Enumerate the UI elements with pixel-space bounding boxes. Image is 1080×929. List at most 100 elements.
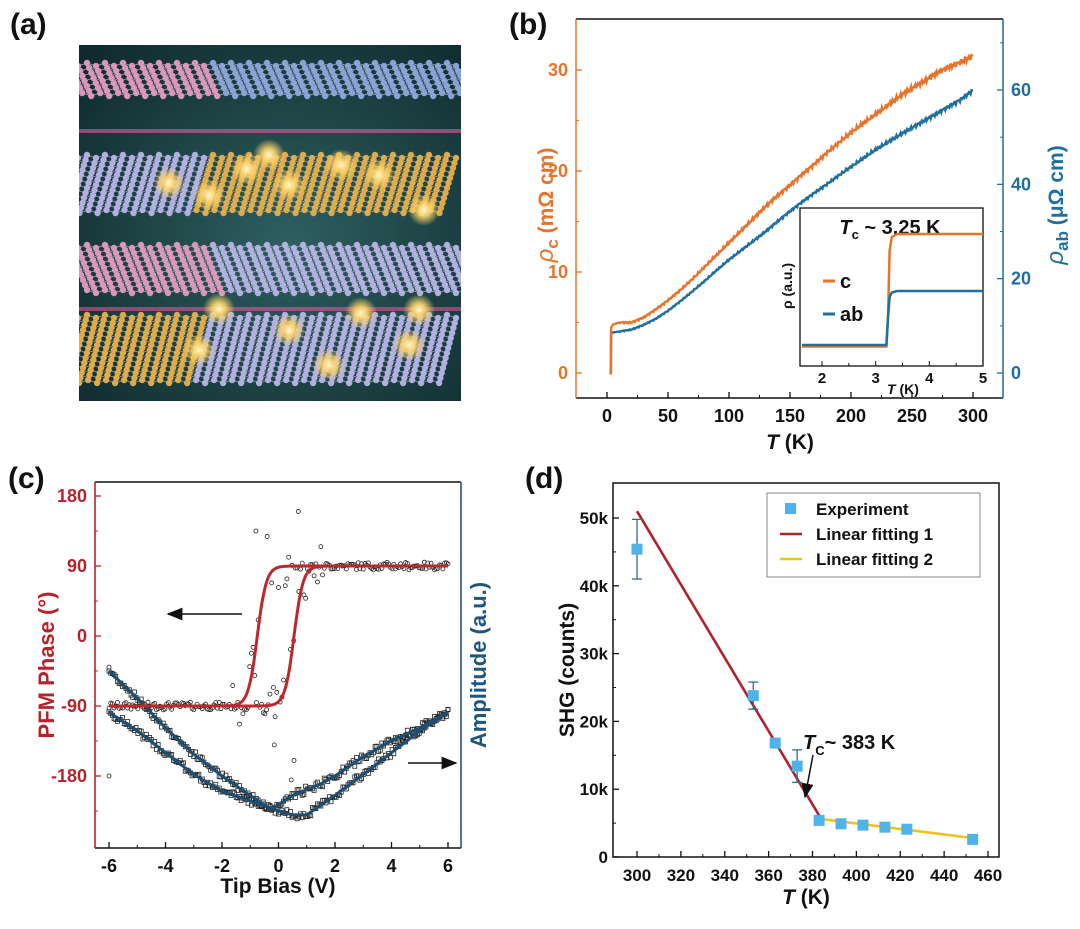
atom [103,179,110,187]
atom [409,87,417,95]
atom [79,154,82,162]
atom [364,84,372,92]
inset-x-label: T (K) [887,381,919,397]
phase-point [269,580,275,586]
atom [119,82,126,90]
atom [388,156,395,164]
atom [446,174,454,182]
atom [115,89,122,97]
atom [121,87,129,95]
y-tick-label: 90 [67,556,87,576]
atom [412,92,419,100]
atom [191,59,199,67]
atom [79,80,81,86]
atom [115,72,122,80]
atom [131,67,138,75]
atom [241,72,248,80]
atom [344,181,352,189]
y-tick-label: 50k [580,509,609,528]
atom [404,161,412,169]
atom [133,166,140,174]
atom [202,84,210,92]
atom [221,171,229,179]
phase-point [320,572,325,578]
atom [245,59,253,67]
atom [184,84,192,92]
atom [221,67,228,75]
sub: c [543,239,562,248]
atom [425,151,433,159]
atom [190,156,197,164]
atom [416,154,424,162]
atom [337,87,345,95]
atom [79,176,83,184]
atom [209,151,217,159]
atom [432,74,439,82]
atom [88,69,95,77]
chart-d: 300 320 340 360 380 400 420 440 460 0 10k 20k 30k 40k… [556,482,1002,909]
atom [292,84,300,92]
atom [407,184,415,192]
atom [340,69,347,77]
atom [290,79,297,87]
atom [97,89,104,97]
atom [349,72,356,80]
phase-point [315,579,320,585]
atom [412,169,419,177]
atom [113,67,120,75]
atom [422,161,430,169]
atom [298,156,305,164]
atom [353,184,361,192]
atom [320,174,328,182]
atom [198,74,205,82]
atom [218,154,226,162]
atom [125,164,133,172]
atom [155,82,162,90]
atom [110,79,117,87]
legend-label: Linear fitting 1 [816,525,933,544]
phase-point [311,573,317,579]
atom [445,87,453,95]
atom [297,77,304,85]
atom [310,84,318,92]
atom [238,84,246,92]
atom [203,67,210,75]
atom [358,92,365,100]
atom [284,64,291,72]
atom [236,79,243,87]
atom [191,151,199,159]
atom [86,174,94,182]
atom [398,79,405,87]
inset-y-label: ρ (a.u.) [779,263,795,309]
atom [304,92,311,100]
atom [109,159,116,167]
atom [362,154,370,162]
atom [286,92,293,100]
experiment-point [631,543,643,555]
atom [90,74,97,82]
atom [160,69,167,77]
atom [155,59,163,67]
atom [227,151,235,159]
rho: ρ [532,248,559,263]
atom [288,74,295,82]
chart-c-left-label: PFM Phase (°) [34,592,59,739]
atom [146,154,154,162]
atom [316,156,323,164]
atom [437,171,445,179]
experiment-point [901,823,913,835]
atom [452,79,459,87]
atom [94,176,101,184]
atom [194,174,202,182]
atom [446,64,453,72]
atom [401,67,408,75]
atom [333,77,340,85]
atom [167,67,174,75]
atom [335,184,343,192]
atom [430,92,437,100]
atom [362,79,369,87]
atom [394,169,401,177]
atom [215,164,223,172]
atom [452,62,460,70]
